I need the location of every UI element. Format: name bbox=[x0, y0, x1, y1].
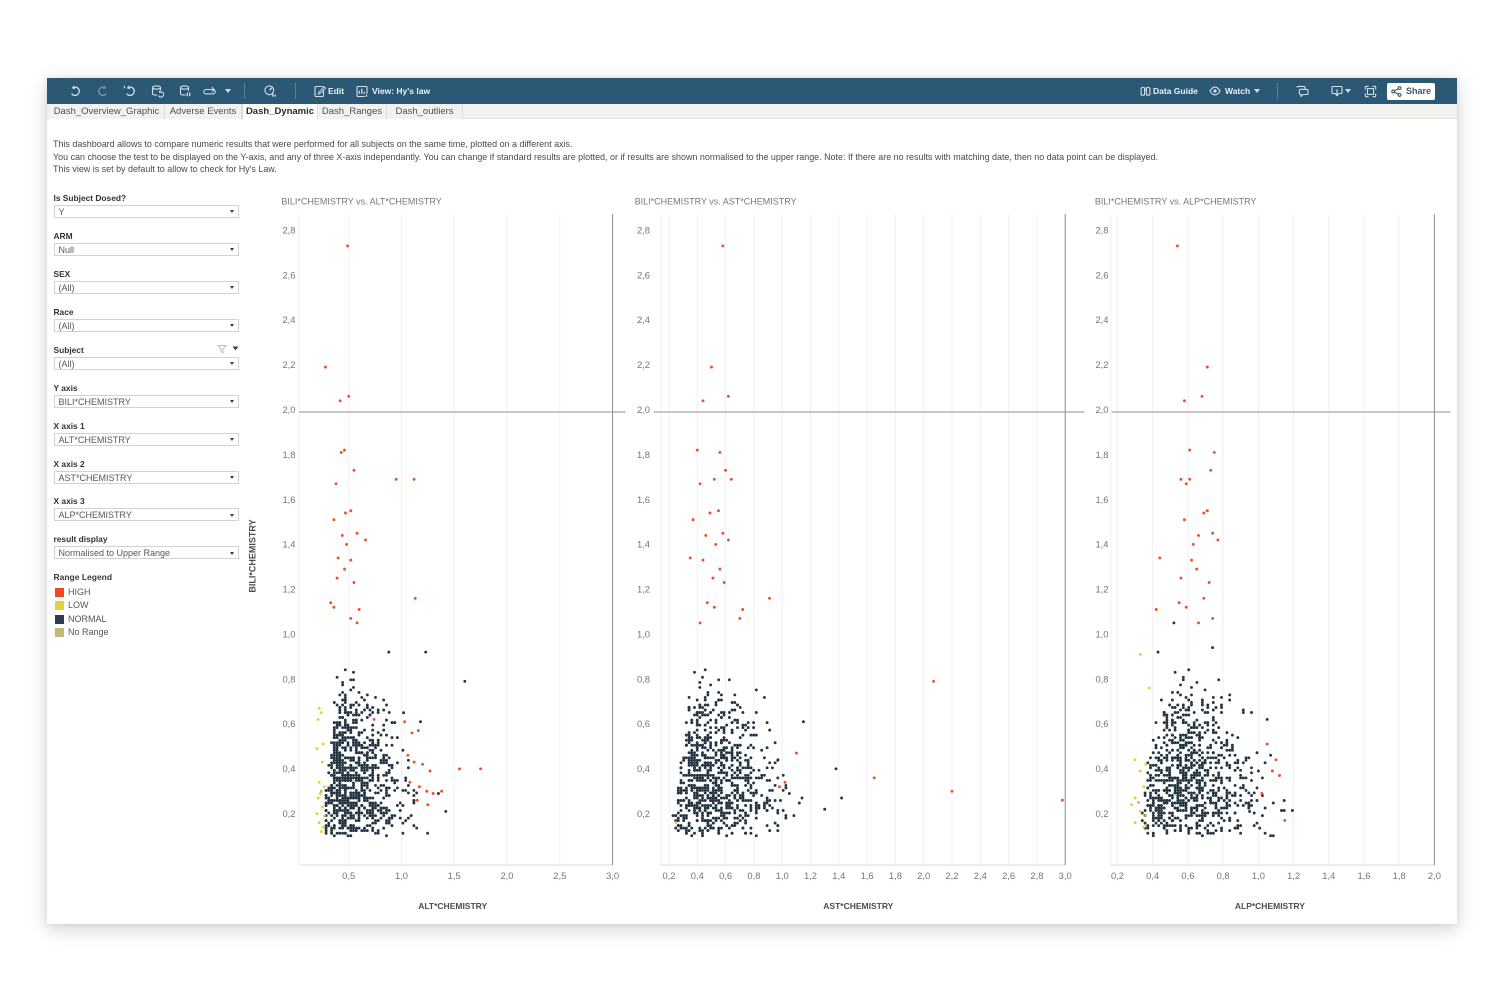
svg-text:0,4: 0,4 bbox=[637, 763, 650, 774]
svg-text:BILI*CHEMISTRY vs. ALP*CHEMIST: BILI*CHEMISTRY vs. ALP*CHEMISTRY bbox=[1095, 197, 1257, 207]
svg-text:2,4: 2,4 bbox=[637, 314, 650, 325]
svg-text:1,2: 1,2 bbox=[1287, 870, 1300, 881]
svg-text:1,2: 1,2 bbox=[1095, 584, 1108, 595]
svg-text:0,6: 0,6 bbox=[1095, 718, 1108, 729]
svg-text:2,6: 2,6 bbox=[282, 269, 295, 280]
svg-text:0,5: 0,5 bbox=[342, 870, 355, 881]
svg-text:1,4: 1,4 bbox=[637, 539, 650, 550]
svg-text:BILI*CHEMISTRY: BILI*CHEMISTRY bbox=[248, 519, 258, 592]
svg-text:0,4: 0,4 bbox=[1095, 763, 1108, 774]
svg-text:1,0: 1,0 bbox=[1095, 628, 1108, 639]
svg-text:1,4: 1,4 bbox=[1322, 870, 1335, 881]
svg-text:0,8: 0,8 bbox=[747, 870, 760, 881]
svg-text:2,8: 2,8 bbox=[1030, 870, 1043, 881]
svg-text:0,6: 0,6 bbox=[637, 718, 650, 729]
svg-text:1,2: 1,2 bbox=[804, 870, 817, 881]
svg-text:ALP*CHEMISTRY: ALP*CHEMISTRY bbox=[1235, 901, 1305, 911]
svg-text:2,0: 2,0 bbox=[1428, 870, 1441, 881]
svg-text:1,0: 1,0 bbox=[637, 628, 650, 639]
svg-text:2,0: 2,0 bbox=[500, 870, 513, 881]
svg-text:ALT*CHEMISTRY: ALT*CHEMISTRY bbox=[418, 901, 487, 911]
svg-text:1,8: 1,8 bbox=[282, 449, 295, 460]
svg-text:3,0: 3,0 bbox=[1059, 870, 1072, 881]
svg-text:2,4: 2,4 bbox=[282, 314, 295, 325]
svg-text:0,6: 0,6 bbox=[282, 718, 295, 729]
svg-text:2,2: 2,2 bbox=[637, 359, 650, 370]
svg-text:0,4: 0,4 bbox=[691, 870, 704, 881]
svg-text:1,6: 1,6 bbox=[637, 494, 650, 505]
svg-text:1,0: 1,0 bbox=[282, 628, 295, 639]
svg-text:2,4: 2,4 bbox=[974, 870, 987, 881]
svg-text:AST*CHEMISTRY: AST*CHEMISTRY bbox=[823, 901, 893, 911]
svg-text:2,8: 2,8 bbox=[282, 225, 295, 236]
svg-text:1,4: 1,4 bbox=[1095, 539, 1108, 550]
svg-text:BILI*CHEMISTRY vs. AST*CHEMIST: BILI*CHEMISTRY vs. AST*CHEMISTRY bbox=[635, 197, 797, 207]
svg-text:2,2: 2,2 bbox=[1095, 359, 1108, 370]
svg-text:1,6: 1,6 bbox=[1357, 870, 1370, 881]
svg-text:2,8: 2,8 bbox=[637, 225, 650, 236]
svg-text:2,6: 2,6 bbox=[1002, 870, 1015, 881]
svg-text:0,8: 0,8 bbox=[1217, 870, 1230, 881]
svg-text:0,6: 0,6 bbox=[1181, 870, 1194, 881]
svg-text:0,2: 0,2 bbox=[662, 870, 675, 881]
svg-text:2,2: 2,2 bbox=[945, 870, 958, 881]
svg-text:0,8: 0,8 bbox=[282, 673, 295, 684]
svg-text:0,2: 0,2 bbox=[282, 808, 295, 819]
svg-text:1,8: 1,8 bbox=[1095, 449, 1108, 460]
svg-text:2,2: 2,2 bbox=[282, 359, 295, 370]
svg-text:1,8: 1,8 bbox=[889, 870, 902, 881]
svg-text:1,8: 1,8 bbox=[1393, 870, 1406, 881]
svg-text:0,2: 0,2 bbox=[637, 808, 650, 819]
svg-text:0,2: 0,2 bbox=[1111, 870, 1124, 881]
svg-text:1,0: 1,0 bbox=[776, 870, 789, 881]
svg-text:0,8: 0,8 bbox=[1095, 673, 1108, 684]
svg-text:0,2: 0,2 bbox=[1095, 808, 1108, 819]
svg-text:1,8: 1,8 bbox=[637, 449, 650, 460]
svg-text:2,4: 2,4 bbox=[1095, 314, 1108, 325]
svg-text:1,4: 1,4 bbox=[832, 870, 845, 881]
svg-text:1,2: 1,2 bbox=[637, 584, 650, 595]
svg-text:1,6: 1,6 bbox=[1095, 494, 1108, 505]
svg-text:3,0: 3,0 bbox=[606, 870, 619, 881]
svg-text:1,6: 1,6 bbox=[282, 494, 295, 505]
svg-text:1,4: 1,4 bbox=[282, 539, 295, 550]
svg-text:2,0: 2,0 bbox=[1095, 404, 1108, 415]
svg-text:2,8: 2,8 bbox=[1095, 225, 1108, 236]
svg-text:1,2: 1,2 bbox=[282, 584, 295, 595]
svg-text:0,4: 0,4 bbox=[1146, 870, 1159, 881]
svg-text:2,0: 2,0 bbox=[917, 870, 930, 881]
svg-text:2,6: 2,6 bbox=[637, 269, 650, 280]
svg-text:0,8: 0,8 bbox=[637, 673, 650, 684]
svg-text:1,6: 1,6 bbox=[861, 870, 874, 881]
svg-text:2,6: 2,6 bbox=[1095, 269, 1108, 280]
svg-text:0,6: 0,6 bbox=[719, 870, 732, 881]
svg-text:1,0: 1,0 bbox=[395, 870, 408, 881]
svg-text:2,5: 2,5 bbox=[553, 870, 566, 881]
svg-text:2,0: 2,0 bbox=[637, 404, 650, 415]
svg-text:BILI*CHEMISTRY vs. ALT*CHEMIST: BILI*CHEMISTRY vs. ALT*CHEMISTRY bbox=[281, 197, 441, 207]
svg-text:1,0: 1,0 bbox=[1252, 870, 1265, 881]
svg-text:2,0: 2,0 bbox=[282, 404, 295, 415]
svg-text:1,5: 1,5 bbox=[448, 870, 461, 881]
svg-text:0,4: 0,4 bbox=[282, 763, 295, 774]
